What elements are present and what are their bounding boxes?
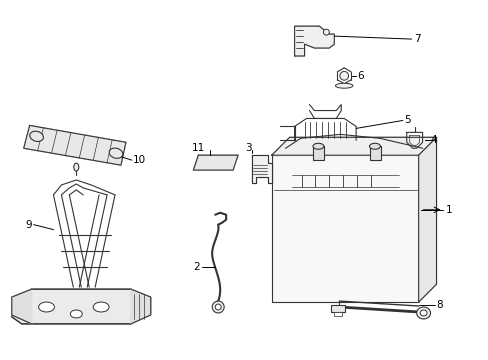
Ellipse shape bbox=[93, 302, 109, 312]
Polygon shape bbox=[193, 155, 238, 170]
Bar bbox=[334, 312, 342, 316]
Polygon shape bbox=[12, 289, 141, 324]
Text: 10: 10 bbox=[133, 155, 146, 165]
Text: 4: 4 bbox=[429, 135, 436, 145]
Text: 8: 8 bbox=[436, 300, 442, 310]
Text: 7: 7 bbox=[413, 34, 420, 44]
Polygon shape bbox=[294, 26, 334, 56]
Text: 5: 5 bbox=[403, 116, 409, 126]
Bar bbox=[313, 146, 324, 160]
Text: 2: 2 bbox=[193, 262, 200, 272]
Bar bbox=[271, 155, 418, 302]
Polygon shape bbox=[271, 137, 436, 155]
Ellipse shape bbox=[39, 302, 54, 312]
Ellipse shape bbox=[335, 83, 352, 88]
Text: 11: 11 bbox=[191, 143, 204, 153]
Polygon shape bbox=[251, 155, 271, 183]
Ellipse shape bbox=[70, 310, 82, 318]
Polygon shape bbox=[12, 289, 32, 324]
Polygon shape bbox=[418, 137, 436, 302]
Ellipse shape bbox=[419, 310, 426, 316]
Ellipse shape bbox=[30, 131, 43, 141]
Ellipse shape bbox=[369, 143, 380, 149]
Polygon shape bbox=[131, 289, 150, 324]
Bar bbox=[369, 146, 380, 160]
Text: 9: 9 bbox=[25, 220, 32, 230]
Polygon shape bbox=[24, 125, 126, 165]
Ellipse shape bbox=[312, 143, 323, 149]
Circle shape bbox=[212, 301, 224, 313]
Ellipse shape bbox=[74, 163, 79, 171]
Circle shape bbox=[323, 29, 328, 35]
Text: 6: 6 bbox=[356, 71, 363, 81]
Bar bbox=[331, 305, 345, 312]
Ellipse shape bbox=[109, 148, 122, 158]
Circle shape bbox=[339, 71, 348, 80]
Text: 3: 3 bbox=[244, 143, 251, 153]
Text: 1: 1 bbox=[445, 205, 451, 215]
Circle shape bbox=[215, 304, 221, 310]
Ellipse shape bbox=[416, 307, 429, 319]
